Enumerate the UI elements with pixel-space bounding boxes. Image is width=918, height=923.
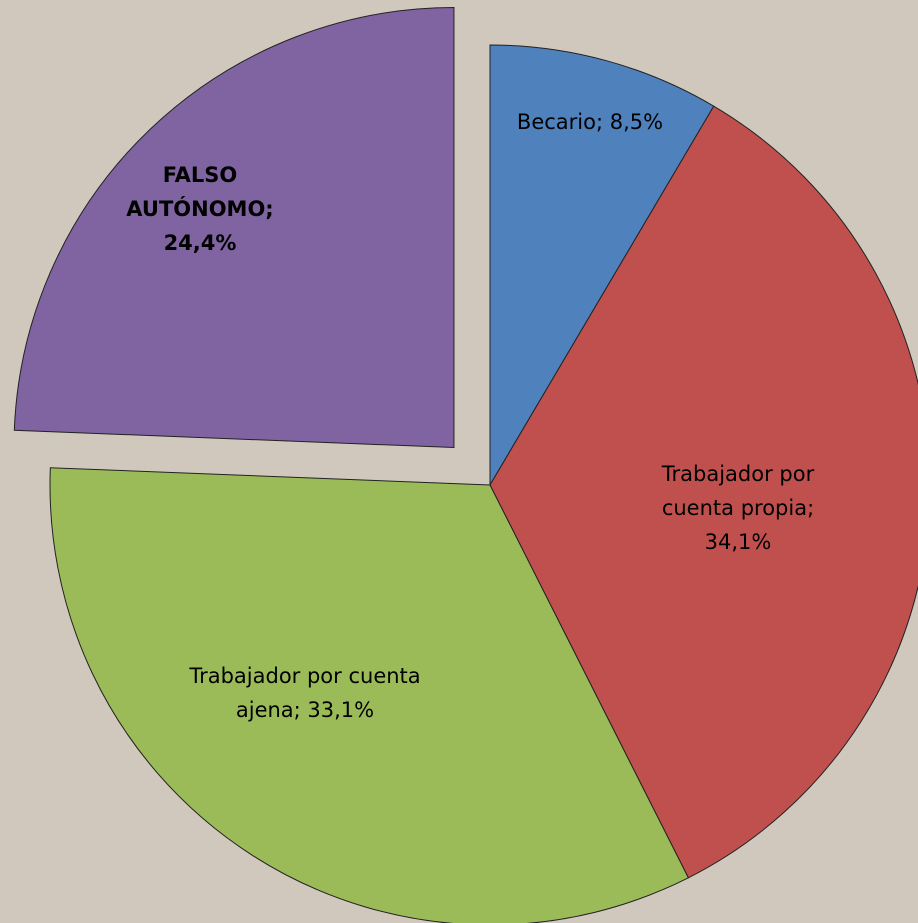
data-label: Becario; 8,5% [516,110,664,134]
data-label: Trabajador por cuenta ajena; 33,1% [189,664,421,722]
pie-slice [489,105,918,879]
pie-slice [489,44,715,487]
data-label: FALSO AUTÓNOMO; 24,4% [126,163,274,255]
data-label: Trabajador por cuenta propia; 34,1% [661,462,815,554]
pie-slice [13,7,455,449]
pie-slice [49,467,690,923]
